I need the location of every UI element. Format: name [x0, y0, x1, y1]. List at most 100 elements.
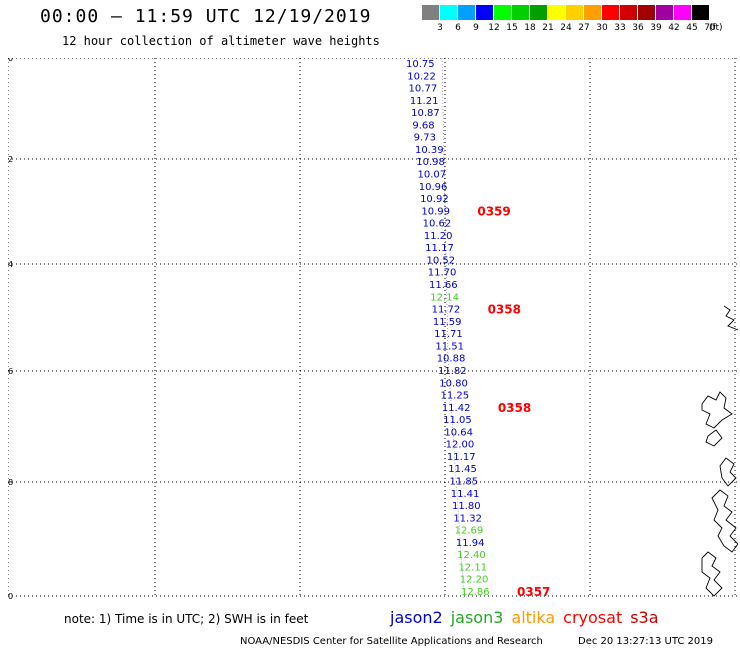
scale-label: 12 [488, 23, 500, 33]
satellite-legend: jason2 jason3 altika cryosat s3a [390, 608, 667, 627]
scale-swatch [458, 5, 475, 20]
wave-height-value: 11.71 [434, 329, 463, 340]
wave-height-value: 11.72 [432, 305, 461, 316]
wave-height-value: 11.45 [448, 464, 477, 475]
wave-height-value: 12.86 [461, 587, 490, 598]
wave-height-value: 11.66 [429, 280, 458, 291]
wave-height-value: 10.80 [439, 378, 468, 389]
wave-height-value: 11.20 [424, 231, 453, 242]
scale-label: 30 [596, 23, 608, 33]
scale-label: 21 [542, 23, 554, 33]
wave-height-value: 11.42 [442, 403, 471, 414]
wave-height-value: 10.77 [409, 84, 438, 95]
legend-item-jason3: jason3 [450, 608, 504, 627]
scale-label: 18 [524, 23, 536, 33]
wave-height-value: 11.21 [410, 96, 439, 107]
scale-swatch [584, 5, 601, 20]
scale-label: 39 [650, 23, 662, 33]
wave-height-value: 10.99 [421, 206, 450, 217]
scale-label: 3 [437, 23, 443, 33]
scale-swatch [548, 5, 565, 20]
coastline [701, 551, 723, 597]
wave-height-value: 12.69 [455, 526, 484, 537]
wave-height-value: 12.14 [430, 292, 459, 303]
observation-time-label: 0358 [488, 303, 521, 317]
wave-height-value: 11.94 [456, 538, 485, 549]
wave-height-value: 9.73 [414, 133, 436, 144]
scale-swatch [638, 5, 655, 20]
scale-swatch [422, 5, 439, 20]
coastline [711, 489, 739, 553]
latitude-tick-label: -44 [8, 260, 13, 269]
coastline [705, 429, 723, 447]
wave-height-value: 10.39 [415, 145, 444, 156]
latitude-tick-label: -40 [8, 58, 13, 63]
scale-label: 42 [668, 23, 680, 33]
wave-height-value: 10.52 [426, 255, 455, 266]
wave-height-value: 10.87 [411, 108, 440, 119]
wave-height-value: 11.85 [449, 476, 478, 487]
scale-swatch [494, 5, 511, 20]
credit-text: NOAA/NESDIS Center for Satellite Applica… [240, 636, 543, 647]
scale-unit: (ft) [709, 23, 723, 33]
wave-height-value: 10.22 [407, 71, 436, 82]
scale-swatch [566, 5, 583, 20]
wave-height-value: 12.20 [460, 575, 489, 586]
scale-label: 27 [578, 23, 590, 33]
coastline [723, 305, 739, 331]
wave-height-value: 10.92 [420, 194, 449, 205]
wave-height-value: 12.00 [446, 440, 475, 451]
map-panel: -40-42-44-46-48-50-90-87-84-81-78-7510.7… [0, 54, 740, 613]
note-text: note: 1) Time is in UTC; 2) SWH is in fe… [64, 612, 309, 626]
scale-swatch [620, 5, 637, 20]
latitude-tick-label: -42 [8, 155, 13, 164]
scale-swatch [656, 5, 673, 20]
wave-height-value: 11.25 [441, 391, 470, 402]
coastline [701, 391, 733, 429]
scale-label: 36 [632, 23, 644, 33]
wave-height-value: 12.11 [458, 562, 487, 573]
wave-height-value: 11.17 [447, 452, 476, 463]
observation-time-label: 0357 [517, 585, 550, 599]
wave-height-value: 11.17 [425, 243, 454, 254]
wave-height-value: 11.80 [452, 501, 481, 512]
latitude-tick-label: -50 [8, 592, 13, 601]
latitude-tick-label: -46 [8, 367, 13, 376]
satellite-track [441, 57, 465, 599]
map-canvas: -40-42-44-46-48-50-90-87-84-81-78-7510.7… [0, 54, 740, 613]
wave-height-value: 11.05 [443, 415, 472, 426]
scale-swatch [530, 5, 547, 20]
scale-swatch [692, 5, 709, 20]
legend-item-jason2: jason2 [390, 608, 443, 627]
wave-height-value: 11.82 [438, 366, 467, 377]
observation-time-label: 0359 [477, 204, 510, 218]
scale-label: 45 [686, 23, 698, 33]
scale-label: 70 [704, 23, 716, 33]
wave-height-value: 10.07 [418, 170, 447, 181]
scale-label: 9 [473, 23, 479, 33]
scale-swatch [602, 5, 619, 20]
wave-height-value: 9.68 [412, 120, 434, 131]
wave-height-value: 11.59 [433, 317, 462, 328]
legend-item-s3a: s3a [630, 608, 659, 627]
wave-height-value: 10.62 [423, 219, 452, 230]
coastline [719, 457, 737, 487]
scale-swatch [512, 5, 529, 20]
wave-height-value: 12.40 [457, 550, 486, 561]
page-title: 00:00 – 11:59 UTC 12/19/2019 [40, 6, 372, 27]
scale-label: 6 [455, 23, 461, 33]
wave-height-value: 11.70 [428, 268, 457, 279]
scale-label: 15 [506, 23, 518, 33]
scale-swatch [476, 5, 493, 20]
latitude-tick-label: -48 [8, 478, 13, 487]
legend-item-altika: altika [511, 608, 556, 627]
wave-height-value: 11.32 [453, 513, 482, 524]
scale-swatch [440, 5, 457, 20]
wave-height-value: 10.88 [437, 354, 466, 365]
wave-height-value: 10.64 [444, 427, 473, 438]
scale-swatch [674, 5, 691, 20]
legend-item-cryosat: cryosat [563, 608, 623, 627]
observation-time-label: 0358 [498, 401, 531, 415]
timestamp-text: Dec 20 13:27:13 UTC 2019 [578, 636, 713, 647]
wave-height-value: 11.41 [451, 489, 480, 500]
